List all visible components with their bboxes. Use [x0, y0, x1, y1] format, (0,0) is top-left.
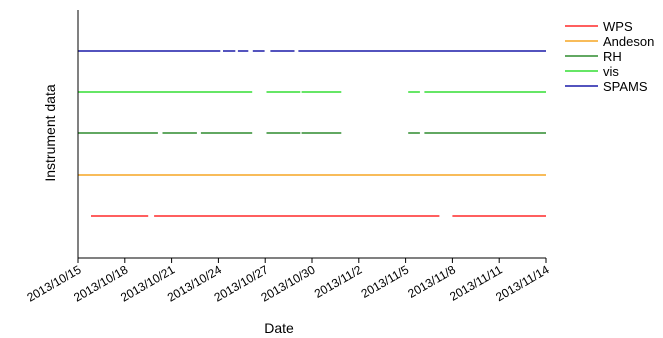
x-tick-label: 2013/11/2	[312, 262, 365, 301]
plot-area	[78, 50, 546, 217]
y-axis-label: Instrument data	[42, 84, 58, 181]
legend-label: RH	[603, 49, 622, 64]
x-tick-label: 2013/11/14	[493, 262, 552, 304]
legend-label: WPS	[603, 19, 633, 34]
x-tick-label: 2013/11/5	[359, 262, 412, 301]
x-axis-label: Date	[264, 320, 294, 336]
legend-label: Andeson	[603, 34, 654, 49]
x-tick-label: 2013/10/30	[258, 262, 317, 304]
legend-label: vis	[603, 64, 619, 79]
legend-label: SPAMS	[603, 79, 648, 94]
x-axis-ticks: 2013/10/152013/10/182013/10/212013/10/24…	[24, 258, 552, 305]
